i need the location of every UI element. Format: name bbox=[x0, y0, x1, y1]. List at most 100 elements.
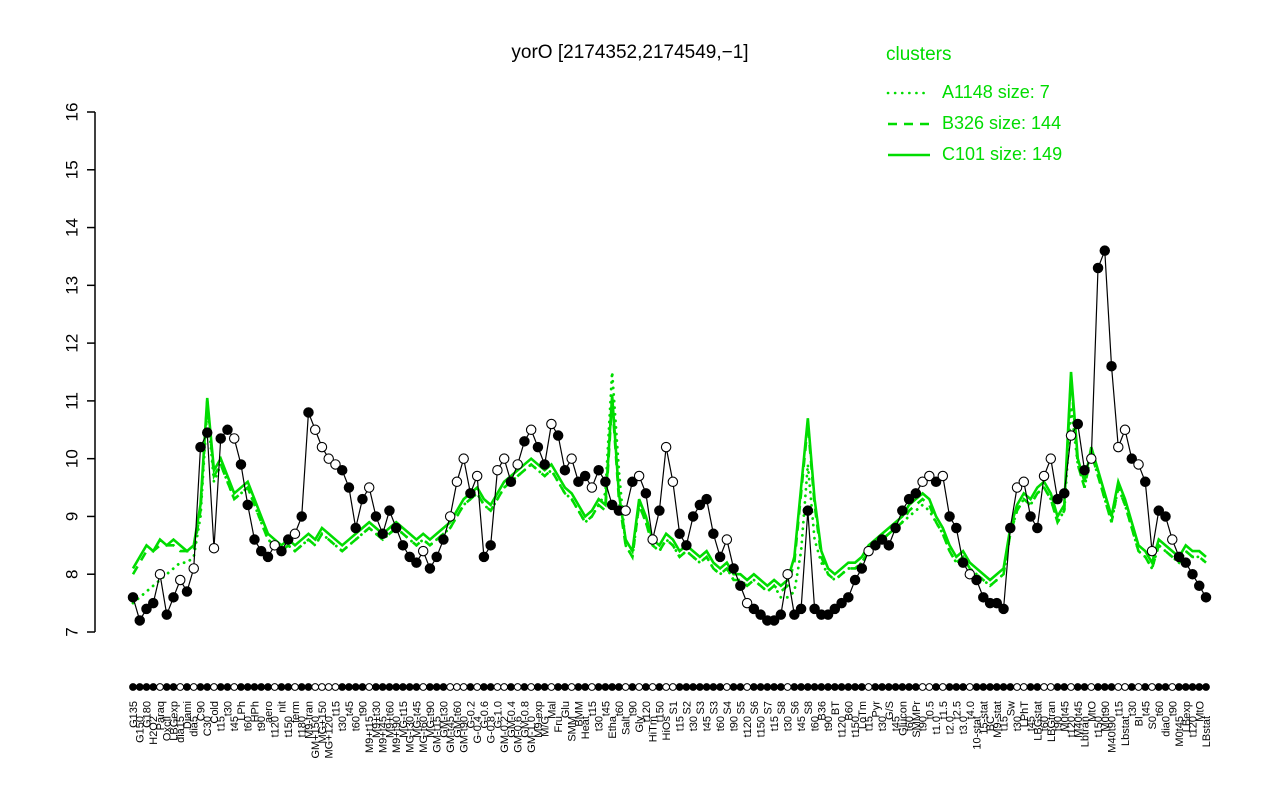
condition-marker bbox=[399, 683, 407, 691]
condition-marker bbox=[1107, 683, 1116, 691]
condition-marker bbox=[891, 683, 900, 691]
data-point bbox=[559, 464, 571, 476]
x-condition-label: t45 bbox=[796, 716, 808, 731]
x-condition-label: M40t90 bbox=[1107, 716, 1119, 753]
condition-marker bbox=[567, 683, 576, 691]
data-point bbox=[357, 493, 368, 505]
data-point bbox=[647, 534, 658, 545]
condition-marker bbox=[898, 683, 907, 691]
condition-marker bbox=[1121, 683, 1129, 691]
condition-marker bbox=[554, 683, 563, 691]
x-condition-label: MG-t30 bbox=[405, 716, 417, 753]
condition-marker bbox=[1195, 683, 1204, 691]
x-condition-label: t90 bbox=[357, 701, 369, 716]
x-condition-label: t1.0 bbox=[931, 716, 943, 734]
condition-marker bbox=[1046, 683, 1055, 691]
x-condition-label: M9-stat bbox=[992, 701, 1004, 738]
condition-marker bbox=[938, 683, 947, 691]
x-condition-label: GM-t30 bbox=[438, 701, 450, 738]
x-condition-label: M40t45 bbox=[1073, 701, 1085, 738]
data-point bbox=[782, 568, 793, 580]
condition-marker bbox=[358, 683, 367, 691]
x-condition-label: t45 bbox=[600, 701, 612, 716]
data-point bbox=[1187, 568, 1198, 580]
condition-marker bbox=[1148, 683, 1156, 691]
data-point bbox=[843, 592, 854, 603]
data-point bbox=[660, 441, 672, 453]
data-point bbox=[883, 540, 895, 551]
x-condition-label: G-1.0 bbox=[492, 701, 504, 729]
x-condition-label: aero bbox=[263, 701, 275, 723]
x-condition-label: 10-stat bbox=[972, 716, 984, 750]
x-condition-label: S1 bbox=[668, 701, 680, 714]
data-point bbox=[735, 580, 746, 592]
condition-marker bbox=[1168, 683, 1177, 691]
condition-marker bbox=[459, 683, 468, 691]
condition-marker bbox=[830, 683, 839, 691]
data-point bbox=[242, 499, 253, 511]
condition-marker bbox=[547, 683, 556, 691]
x-condition-label: nit bbox=[276, 701, 288, 713]
data-point bbox=[1099, 245, 1111, 256]
condition-marker bbox=[905, 683, 913, 691]
x-condition-label: S8 bbox=[776, 701, 788, 714]
x-condition-label: Oxctl bbox=[162, 716, 174, 741]
y-tick-label: 9 bbox=[63, 512, 82, 521]
data-point bbox=[492, 464, 503, 476]
condition-marker bbox=[129, 683, 137, 691]
data-point bbox=[1200, 592, 1212, 603]
x-condition-label: t150 bbox=[756, 716, 768, 737]
data-point bbox=[1126, 453, 1138, 464]
data-point bbox=[154, 568, 166, 580]
data-point bbox=[917, 476, 928, 488]
condition-marker bbox=[972, 683, 981, 691]
data-point bbox=[1153, 505, 1165, 516]
x-condition-label: dia15 bbox=[175, 716, 187, 743]
condition-marker bbox=[1181, 683, 1190, 691]
x-condition-label: t15 bbox=[330, 701, 342, 716]
data-point bbox=[417, 545, 429, 557]
x-condition-label: t120 bbox=[837, 716, 849, 737]
data-point bbox=[654, 505, 665, 516]
x-condition-label: BI bbox=[1134, 716, 1146, 726]
x-condition-label: Lbtran bbox=[1080, 716, 1092, 747]
x-condition-label: M9+t15 bbox=[364, 716, 376, 753]
x-condition-label: BC bbox=[985, 716, 997, 731]
condition-marker bbox=[635, 683, 644, 691]
y-tick-label: 7 bbox=[63, 627, 82, 636]
x-condition-label: SMM bbox=[567, 716, 579, 742]
x-condition-label: Paraq bbox=[155, 701, 167, 730]
condition-marker bbox=[797, 683, 805, 691]
condition-marker bbox=[817, 683, 826, 691]
condition-marker bbox=[878, 683, 886, 691]
condition-marker bbox=[986, 683, 994, 691]
data-point bbox=[235, 459, 247, 470]
condition-marker bbox=[216, 683, 225, 691]
condition-marker bbox=[1067, 683, 1075, 691]
x-condition-label: Fru bbox=[553, 716, 565, 733]
data-point bbox=[1180, 557, 1192, 568]
x-condition-label: t15 bbox=[999, 716, 1011, 731]
x-condition-label: H2O2 bbox=[148, 716, 160, 745]
condition-marker bbox=[1154, 683, 1163, 691]
x-condition-label: t150 bbox=[654, 701, 666, 722]
x-condition-label: C90 bbox=[195, 701, 207, 721]
condition-marker bbox=[284, 683, 293, 691]
x-condition-label: t45 bbox=[891, 716, 903, 731]
condition-marker bbox=[439, 683, 448, 691]
x-condition-label: HPh bbox=[249, 701, 261, 722]
data-point bbox=[681, 540, 692, 551]
x-condition-label: t60 bbox=[810, 716, 822, 731]
condition-marker bbox=[1006, 683, 1015, 691]
data-point bbox=[424, 563, 436, 574]
data-point bbox=[161, 609, 172, 620]
x-condition-label: G/S bbox=[884, 701, 896, 720]
condition-marker bbox=[500, 683, 509, 691]
x-condition-label: t15 bbox=[769, 716, 781, 731]
data-point bbox=[390, 522, 402, 534]
x-condition-label: Salt bbox=[621, 716, 633, 735]
condition-marker bbox=[925, 683, 934, 691]
data-point bbox=[1065, 430, 1077, 441]
legend-entry-b326: B326 size: 144 bbox=[886, 108, 1062, 139]
x-condition-label: S6 bbox=[789, 701, 801, 714]
